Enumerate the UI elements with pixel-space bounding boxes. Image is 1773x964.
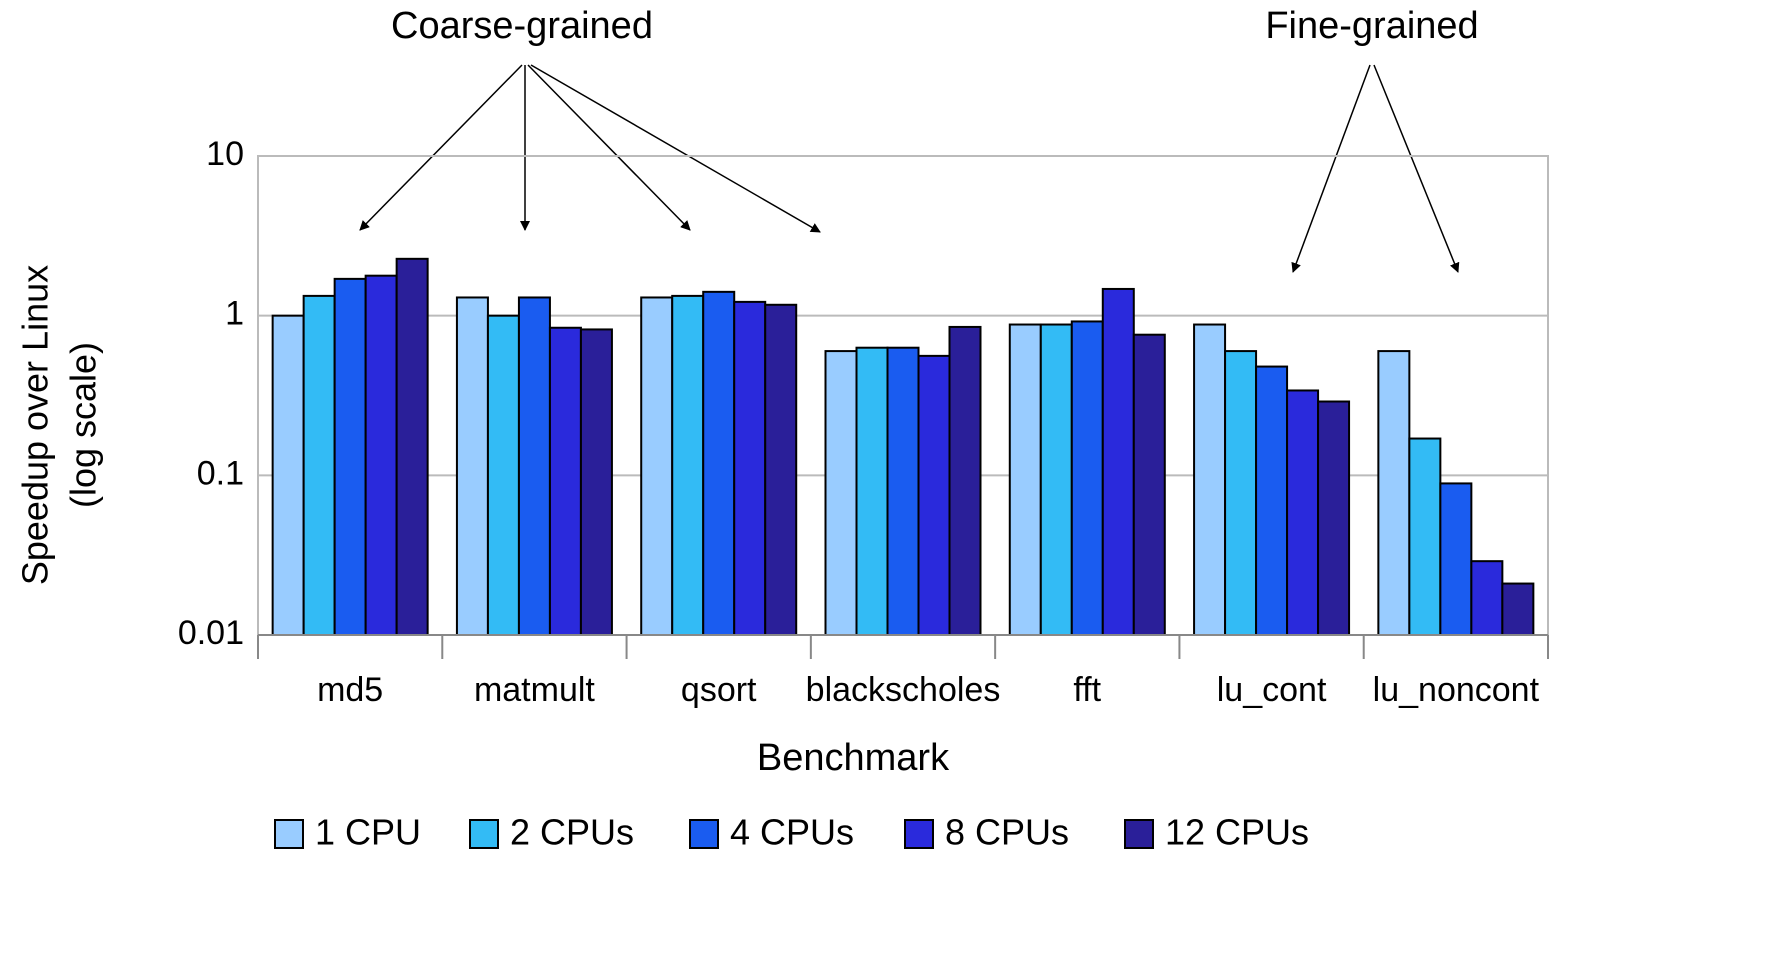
- bar: [764, 303, 798, 636]
- legend-label: 1 CPU: [315, 812, 421, 853]
- bar: [1286, 389, 1320, 637]
- bar: [517, 296, 551, 636]
- bar: [548, 326, 582, 636]
- y-axis-label: Speedup over Linux: [15, 265, 56, 585]
- bar: [1193, 323, 1227, 636]
- bar: [1070, 320, 1104, 636]
- x-tick-label: qsort: [681, 671, 757, 709]
- bar: [486, 314, 520, 636]
- legend-label: 2 CPUs: [510, 812, 634, 853]
- x-axis-label: Benchmark: [757, 737, 950, 779]
- bar: [1408, 437, 1442, 637]
- bar: [824, 350, 858, 636]
- bar: [855, 346, 889, 636]
- annotation-arrows: [359, 64, 1460, 273]
- bar: [671, 294, 705, 636]
- bar: [1377, 350, 1411, 636]
- legend-swatch: [904, 819, 934, 849]
- y-tick-label: 0.1: [197, 454, 244, 492]
- bar: [271, 314, 305, 636]
- y-axis-label: (log scale): [63, 342, 104, 508]
- bar: [302, 294, 336, 636]
- bar: [1008, 323, 1042, 636]
- bar: [579, 328, 613, 636]
- bar: [1317, 400, 1351, 636]
- legend-label: 4 CPUs: [730, 812, 854, 853]
- bar: [733, 300, 767, 636]
- annotation: Coarse-grained: [391, 5, 653, 47]
- bar: [1101, 287, 1135, 636]
- x-tick-label: md5: [317, 671, 383, 709]
- bar: [1224, 350, 1258, 636]
- bar: [1039, 323, 1073, 636]
- bar: [640, 296, 674, 636]
- x-tick-label: blackscholes: [806, 671, 1001, 709]
- bar: [364, 274, 398, 636]
- legend-swatch: [689, 819, 719, 849]
- bar: [948, 325, 982, 636]
- legend-swatch: [469, 819, 499, 849]
- bar: [1470, 560, 1504, 637]
- bar: [395, 257, 429, 636]
- bar: [1439, 482, 1473, 636]
- x-tick-label: fft: [1073, 671, 1101, 709]
- bar: [1255, 365, 1289, 636]
- legend-swatch: [1124, 819, 1154, 849]
- x-tick-label: matmult: [474, 671, 595, 709]
- bar: [917, 354, 951, 636]
- x-tick-label: lu_noncont: [1373, 671, 1540, 709]
- bar: [1501, 582, 1535, 636]
- bar: [333, 277, 367, 636]
- y-tick-label: 10: [206, 135, 244, 173]
- legend-swatch: [274, 819, 304, 849]
- annotation: Fine-grained: [1265, 5, 1478, 47]
- y-tick-label: 1: [225, 295, 244, 333]
- legend-label: 8 CPUs: [945, 812, 1069, 853]
- legend-label: 12 CPUs: [1165, 812, 1309, 853]
- bar: [886, 346, 920, 636]
- y-tick-label: 0.01: [178, 614, 244, 652]
- x-tick-label: lu_cont: [1217, 671, 1327, 709]
- bar: [1132, 333, 1166, 636]
- bar: [455, 296, 489, 636]
- bar: [702, 290, 736, 636]
